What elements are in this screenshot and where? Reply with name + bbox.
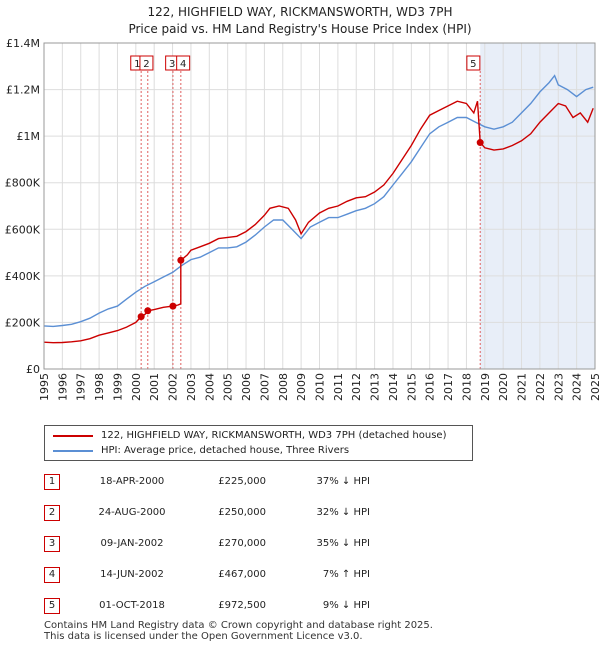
y-tick-label: £0 bbox=[26, 363, 40, 376]
x-tick-label: 2019 bbox=[479, 373, 492, 401]
x-tick-label: 2010 bbox=[314, 373, 327, 401]
chart-title-line1: 122, HIGHFIELD WAY, RICKMANSWORTH, WD3 7… bbox=[147, 5, 453, 19]
legend-label-property: 122, HIGHFIELD WAY, RICKMANSWORTH, WD3 7… bbox=[101, 430, 447, 441]
sale-label: 4 bbox=[180, 59, 186, 70]
x-tick-label: 2013 bbox=[369, 373, 382, 401]
hpi-line bbox=[43, 74, 594, 328]
x-tick-label: 2008 bbox=[277, 373, 290, 401]
sale-price: £250,000 bbox=[218, 507, 266, 518]
legend-label-hpi: HPI: Average price, detached house, Thre… bbox=[101, 445, 350, 456]
sale-row: 4 14-JUN-2002 £467,000 7% ↑ HPI bbox=[44, 567, 464, 583]
x-tick-label: 2015 bbox=[405, 373, 418, 401]
sale-date: 09-JAN-2002 bbox=[100, 538, 164, 549]
sale-date: 24-AUG-2000 bbox=[98, 507, 166, 518]
sale-price: £972,500 bbox=[218, 600, 266, 611]
chart-title-line2: Price paid vs. HM Land Registry's House … bbox=[128, 22, 472, 36]
x-tick-label: 2016 bbox=[424, 373, 437, 401]
sale-marker-number: 2 bbox=[44, 505, 60, 521]
sale-price: £467,000 bbox=[218, 569, 266, 580]
chart-legend: 122, HIGHFIELD WAY, RICKMANSWORTH, WD3 7… bbox=[44, 425, 473, 461]
x-tick-label: 2021 bbox=[516, 373, 529, 401]
sale-label: 2 bbox=[143, 59, 149, 70]
sale-point bbox=[144, 307, 152, 315]
x-tick-label: 2001 bbox=[148, 373, 161, 401]
sale-price: £270,000 bbox=[218, 538, 266, 549]
sale-row: 2 24-AUG-2000 £250,000 32% ↓ HPI bbox=[44, 505, 464, 521]
footer-copyright: Contains HM Land Registry data © Crown c… bbox=[44, 620, 433, 631]
shaded-region bbox=[480, 43, 595, 369]
y-tick-label: £1.2M bbox=[6, 84, 40, 97]
sale-date: 18-APR-2000 bbox=[99, 476, 165, 487]
x-tick-label: 2000 bbox=[130, 373, 143, 401]
x-tick-label: 2011 bbox=[332, 373, 345, 401]
sale-point bbox=[476, 139, 484, 147]
y-tick-label: £800K bbox=[5, 177, 41, 190]
sale-row: 5 01-OCT-2018 £972,500 9% ↓ HPI bbox=[44, 598, 464, 614]
x-tick-label: 2007 bbox=[258, 373, 271, 401]
sale-point bbox=[177, 256, 185, 264]
x-tick-label: 2012 bbox=[350, 373, 363, 401]
x-tick-label: 2005 bbox=[222, 373, 235, 401]
x-tick-label: 2020 bbox=[497, 373, 510, 401]
y-tick-label: £400K bbox=[5, 270, 41, 283]
x-tick-label: 1996 bbox=[56, 373, 69, 401]
sale-hpi-diff: 35% ↓ HPI bbox=[316, 538, 370, 549]
footer-attribution: Contains HM Land Registry data © Crown c… bbox=[44, 620, 433, 642]
footer-licence: This data is licensed under the Open Gov… bbox=[44, 631, 363, 642]
x-tick-label: 2004 bbox=[203, 373, 216, 401]
x-tick-label: 2025 bbox=[589, 373, 600, 401]
sale-date: 01-OCT-2018 bbox=[99, 600, 165, 611]
x-tick-label: 2009 bbox=[295, 373, 308, 401]
chart-title: 122, HIGHFIELD WAY, RICKMANSWORTH, WD3 7… bbox=[0, 4, 600, 38]
legend-swatch-property bbox=[53, 435, 93, 437]
sale-row: 1 18-APR-2000 £225,000 37% ↓ HPI bbox=[44, 474, 464, 490]
x-tick-label: 2024 bbox=[571, 373, 584, 401]
sale-label: 1 bbox=[134, 59, 140, 70]
x-tick-label: 2006 bbox=[240, 373, 253, 401]
x-tick-label: 1997 bbox=[75, 373, 88, 401]
sale-label-box bbox=[139, 55, 154, 71]
price-chart: £0 £200K £400K £600K £800K £1M £1.2M £1.4M 1995 1… bbox=[5, 37, 600, 401]
sale-label: 5 bbox=[470, 59, 476, 70]
sale-marker-number: 3 bbox=[44, 536, 60, 552]
sale-marker-number: 4 bbox=[44, 567, 60, 583]
legend-swatch-hpi bbox=[53, 450, 93, 452]
sale-label-box bbox=[176, 55, 191, 71]
x-tick-label: 2002 bbox=[167, 373, 180, 401]
y-tick-label: £600K bbox=[5, 223, 41, 236]
sale-hpi-diff: 32% ↓ HPI bbox=[316, 507, 370, 518]
sale-point bbox=[169, 302, 177, 310]
y-tick-label: £1.4M bbox=[6, 37, 40, 50]
sale-marker-number: 1 bbox=[44, 474, 60, 490]
sale-label-box bbox=[466, 55, 481, 71]
x-tick-label: 2014 bbox=[387, 373, 400, 401]
sale-hpi-diff: 7% ↑ HPI bbox=[322, 569, 370, 580]
x-tick-label: 2017 bbox=[442, 373, 455, 401]
y-tick-label: £200K bbox=[5, 316, 41, 329]
sale-hpi-diff: 37% ↓ HPI bbox=[316, 476, 370, 487]
sale-marker-number: 5 bbox=[44, 598, 60, 614]
plot-border bbox=[43, 42, 596, 370]
sale-hpi-diff: 9% ↓ HPI bbox=[322, 600, 370, 611]
sale-row: 3 09-JAN-2002 £270,000 35% ↓ HPI bbox=[44, 536, 464, 552]
x-tick-label: 1995 bbox=[38, 373, 51, 401]
x-tick-label: 1999 bbox=[111, 373, 124, 401]
x-tick-label: 2003 bbox=[185, 373, 198, 401]
x-tick-label: 2023 bbox=[552, 373, 565, 401]
y-tick-label: £1M bbox=[17, 130, 41, 143]
sale-point bbox=[137, 313, 145, 321]
sale-label: 3 bbox=[169, 59, 175, 70]
x-tick-label: 2022 bbox=[534, 373, 547, 401]
x-tick-label: 1998 bbox=[93, 373, 106, 401]
x-tick-label: 2018 bbox=[460, 373, 473, 401]
sale-price: £225,000 bbox=[218, 476, 266, 487]
sale-date: 14-JUN-2002 bbox=[100, 569, 164, 580]
